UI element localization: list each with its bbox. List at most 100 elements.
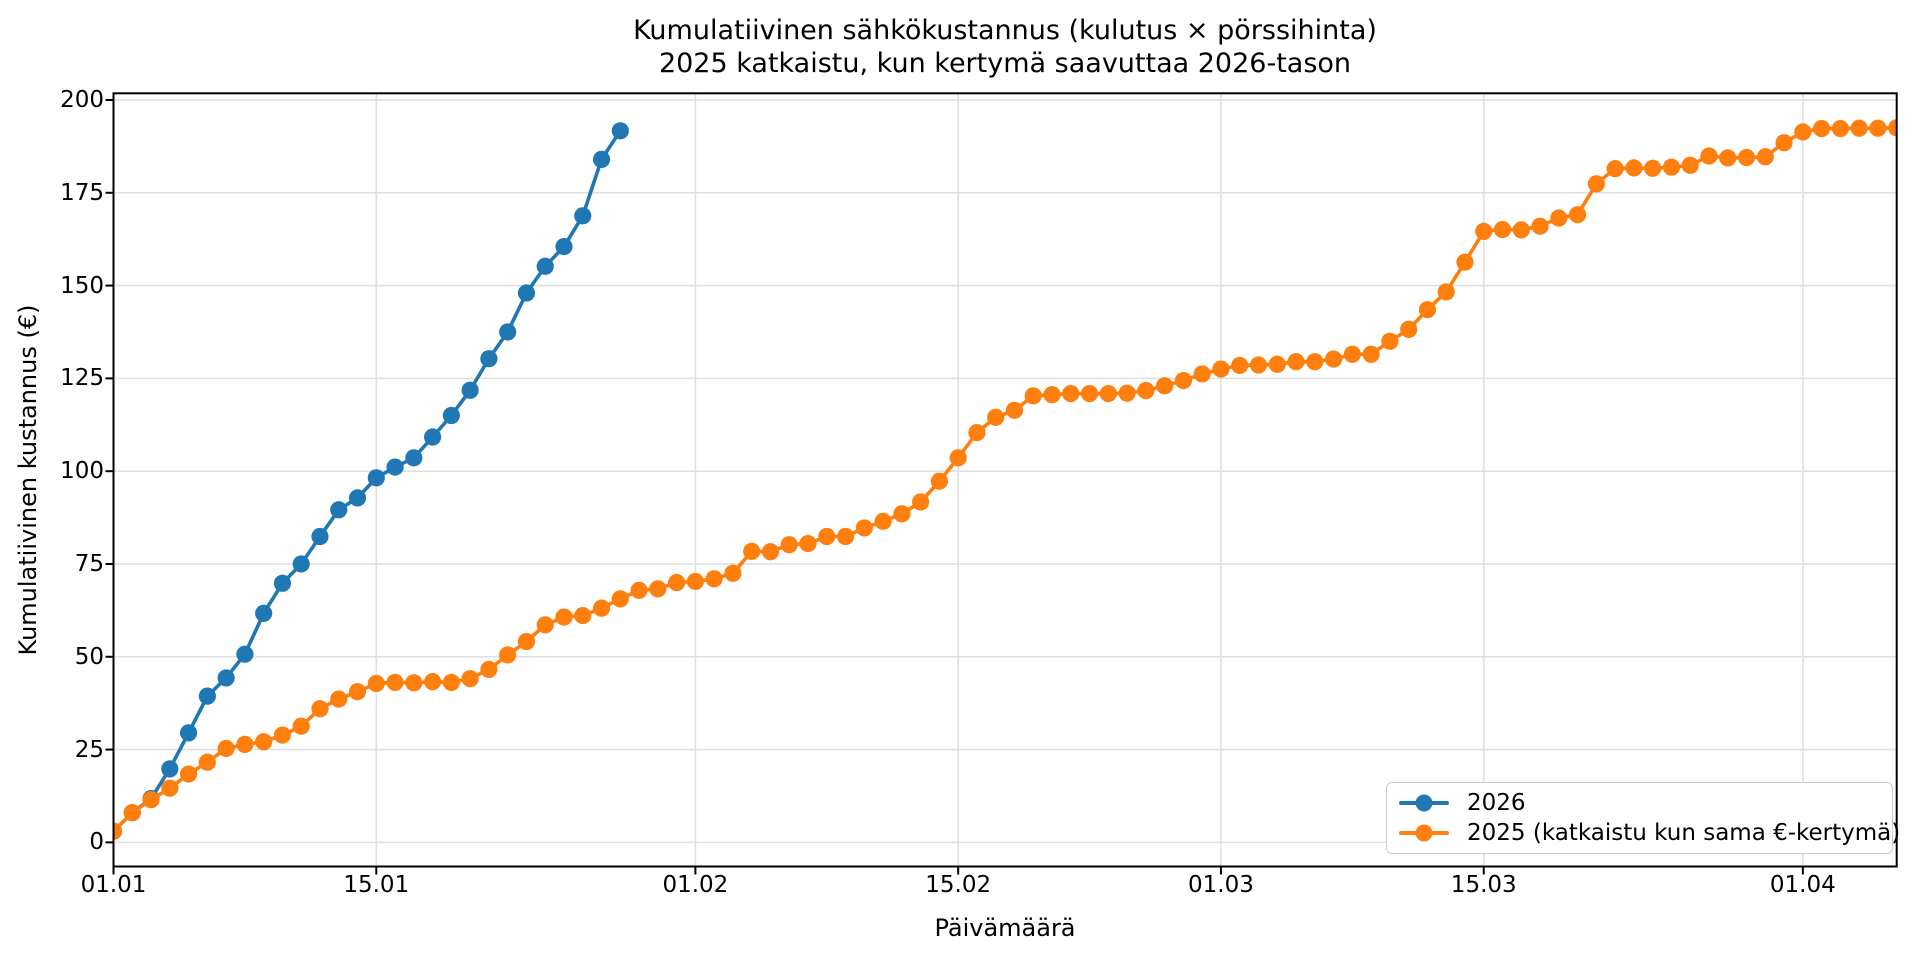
data-point-marker [1005,401,1024,419]
data-point-marker [311,700,329,718]
data-point-marker [1775,134,1793,152]
data-point-marker [142,791,160,809]
data-point-marker [1099,384,1117,403]
data-point-marker [649,580,667,598]
y-tick-label-100: 100 [60,458,104,485]
data-point-marker [273,726,292,744]
data-point-marker [611,590,629,608]
data-point-marker [686,572,704,591]
data-point-marker [592,150,611,168]
data-point-marker [1156,377,1174,395]
data-point-marker [1475,222,1493,240]
x-tick-label-15.03: 15.03 [1450,872,1517,898]
y-tick-label-0: 0 [89,829,104,856]
data-point-marker [461,381,479,399]
data-point-marker [1268,355,1286,373]
legend-swatch-icon [1399,793,1449,813]
x-tick-label-01.01: 01.01 [80,872,147,898]
data-point-marker [611,122,629,140]
data-point-marker [555,608,573,626]
data-point-marker [1174,372,1193,390]
data-point-marker [348,683,367,701]
data-point-marker [1418,301,1437,319]
series-line-2026 [113,128,623,834]
data-point-marker [536,257,554,275]
data-point-marker [1719,149,1737,167]
data-point-marker [1587,175,1605,193]
data-point-marker [761,543,780,561]
data-point-marker [1118,384,1136,402]
data-point-marker [668,573,686,592]
data-point-marker [1850,119,1868,137]
y-tick-label-50: 50 [74,643,104,670]
data-point-marker [161,760,179,778]
chart-title-line2: 2025 katkaistu, kun kertymä saavuttaa 20… [658,48,1352,79]
data-point-marker [1137,382,1155,400]
data-point-marker [1493,220,1512,239]
data-point-marker [499,646,517,664]
data-point-marker [1287,353,1305,371]
data-point-marker [1662,158,1681,176]
legend: 2026 2025 (katkaistu kun sama €-kertymä) [1386,782,1900,854]
data-point-marker [123,804,141,822]
data-point-marker [1625,159,1643,177]
series-2025 (katkaistu kun sama €-kertymä) [113,119,1897,840]
data-point-marker [1362,345,1380,363]
data-point-marker [1813,119,1831,138]
data-point-marker [555,238,573,256]
data-point-marker [480,660,498,678]
x-tick-label-01.02: 01.02 [662,872,729,898]
data-point-marker [912,493,930,511]
x-tick-label-01.03: 01.03 [1188,872,1254,898]
data-point-marker [1756,148,1774,166]
y-tick-label-75: 75 [74,550,104,577]
data-point-marker [949,449,967,467]
data-point-marker [1569,206,1587,224]
data-point-marker [874,512,892,530]
data-point-marker [405,449,423,467]
data-point-marker [1249,356,1268,374]
data-point-marker [1888,119,1897,137]
legend-item-2025 (katkaistu kun sama €-kertymä): 2025 (katkaistu kun sama €-kertymä) [1399,818,1900,848]
y-tick-label-200: 200 [60,86,104,113]
data-point-marker [405,674,423,692]
data-point-marker [1193,365,1211,383]
data-point-marker [217,669,235,687]
data-point-marker [198,687,216,705]
data-point-marker [1831,119,1849,138]
data-point-marker [1606,160,1624,178]
data-point-marker [348,489,367,507]
chart-title-line1: Kumulatiivinen sähkökustannus (kulutus ×… [633,15,1377,46]
legend-swatch-icon [1399,823,1449,843]
data-point-marker [386,458,404,476]
data-point-marker [1080,384,1099,403]
data-point-marker [198,753,216,771]
data-point-marker [987,408,1005,426]
y-tick-label-150: 150 [60,272,104,299]
data-point-marker [330,690,348,708]
chart-title: Kumulatiivinen sähkökustannus (kulutus ×… [113,14,1897,80]
data-point-marker [893,505,911,523]
y-tick-label-125: 125 [60,365,104,392]
data-point-marker [1869,119,1887,137]
data-point-marker [273,574,292,592]
legend-label: 2025 (katkaistu kun sama €-kertymä) [1467,820,1901,846]
data-point-marker [442,406,460,425]
data-point-marker [592,599,611,617]
data-point-marker [855,519,873,537]
y-tick-label-25: 25 [74,736,104,763]
data-point-marker [818,527,836,546]
data-point-marker [367,469,385,487]
data-point-marker [461,670,479,688]
data-point-marker [1024,387,1042,405]
data-point-marker [386,673,404,691]
data-point-marker [799,534,817,553]
data-point-marker [236,735,254,753]
data-point-marker [743,542,761,560]
data-point-marker [255,733,273,751]
data-point-marker [1644,159,1662,177]
legend-label: 2026 [1467,790,1526,816]
data-point-marker [630,581,648,599]
data-point-marker [113,822,123,840]
